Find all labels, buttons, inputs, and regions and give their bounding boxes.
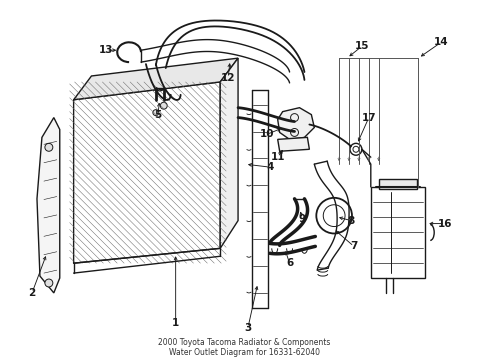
Text: 12: 12 (221, 73, 235, 83)
Text: 15: 15 (354, 41, 368, 51)
Polygon shape (220, 58, 238, 248)
Bar (370, 187, 425, 278)
Text: 6: 6 (285, 258, 293, 268)
Text: 5: 5 (154, 109, 161, 120)
Text: 1: 1 (172, 318, 179, 328)
Text: 2000 Toyota Tacoma Radiator & Components
Water Outlet Diagram for 16331-62040: 2000 Toyota Tacoma Radiator & Components… (158, 338, 329, 357)
Text: 17: 17 (361, 113, 375, 123)
Polygon shape (277, 138, 309, 151)
Text: 4: 4 (265, 162, 273, 172)
Text: 14: 14 (433, 37, 447, 47)
Polygon shape (277, 108, 314, 139)
Polygon shape (74, 58, 238, 100)
Text: 9: 9 (298, 213, 305, 224)
Text: 3: 3 (244, 323, 251, 333)
Text: 13: 13 (99, 45, 113, 55)
Circle shape (153, 110, 159, 116)
Polygon shape (74, 82, 220, 263)
Text: 10: 10 (259, 130, 273, 139)
Circle shape (45, 279, 53, 287)
Text: 16: 16 (437, 219, 451, 229)
Text: 2: 2 (28, 288, 36, 298)
Bar (378, 179, 416, 189)
Circle shape (45, 143, 53, 151)
Text: 7: 7 (349, 241, 357, 251)
Text: 8: 8 (346, 216, 354, 226)
Polygon shape (37, 118, 60, 293)
Circle shape (160, 102, 167, 109)
Text: 11: 11 (270, 152, 285, 162)
